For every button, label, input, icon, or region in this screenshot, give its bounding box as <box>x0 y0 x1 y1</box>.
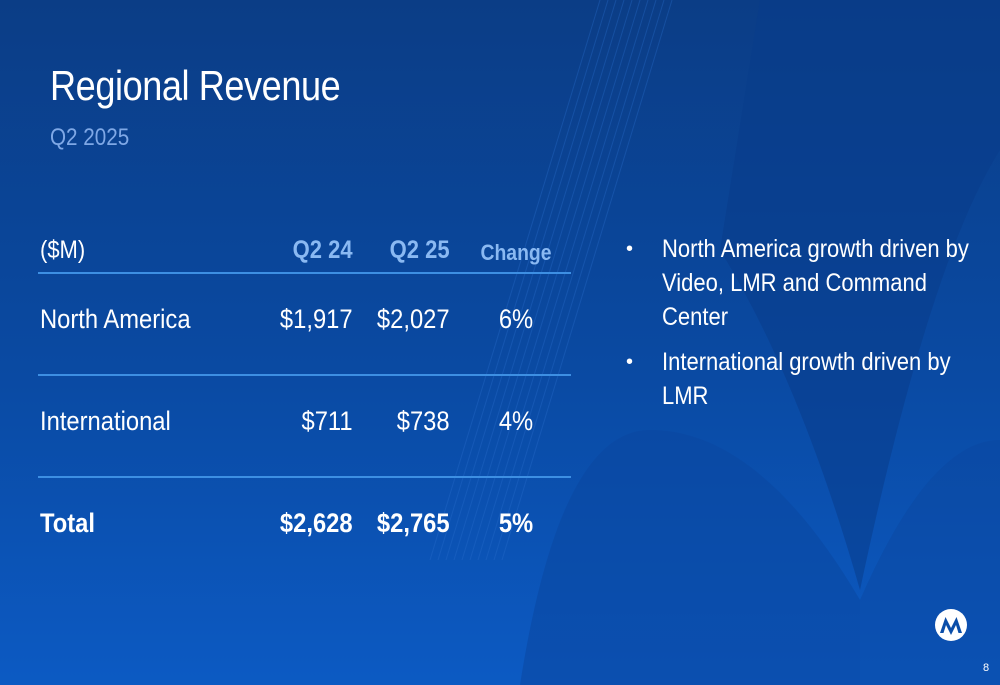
commentary-bullets: • North America growth driven by Video, … <box>624 232 984 424</box>
motorola-batwing-logo-icon <box>935 609 967 641</box>
bullet-marker: • <box>626 238 634 260</box>
header-units: ($M) <box>40 236 86 264</box>
table-row: North America $1,917 $2,027 6% <box>38 274 571 376</box>
table-row: International $711 $738 4% <box>38 376 571 478</box>
row-q2-24-value: $1,917 <box>279 304 353 334</box>
bullet-text: North America growth driven by Video, LM… <box>662 235 969 331</box>
header-change: Change <box>480 240 552 265</box>
slide-title: Regional Revenue <box>50 62 341 109</box>
table-total-row: Total $2,628 $2,765 5% <box>38 478 571 578</box>
row-change-value: 6% <box>498 304 534 334</box>
row-q2-25-value: $2,765 <box>376 508 450 538</box>
bullet-marker: • <box>626 351 634 373</box>
slide-subtitle: Q2 2025 <box>50 124 130 151</box>
header-q2-24: Q2 24 <box>292 236 353 264</box>
row-q2-24-value: $711 <box>301 406 353 436</box>
bullet-item: • North America growth driven by Video, … <box>624 232 984 334</box>
page-number: 8 <box>983 662 990 674</box>
row-label: North America <box>40 304 191 334</box>
row-q2-25-value: $2,027 <box>376 304 450 334</box>
header-q2-25: Q2 25 <box>389 236 450 264</box>
row-change-value: 5% <box>498 508 534 538</box>
table-header-row: ($M) Q2 24 Q2 25 Change <box>38 226 571 274</box>
bullet-text: International growth driven by LMR <box>662 348 951 410</box>
bullet-item: • International growth driven by LMR <box>624 345 984 413</box>
row-change-value: 4% <box>498 406 534 436</box>
revenue-table: ($M) Q2 24 Q2 25 Change North America $1… <box>38 226 571 578</box>
row-q2-25-value: $738 <box>396 406 450 436</box>
row-label: Total <box>40 508 95 538</box>
row-label: International <box>40 406 171 436</box>
row-q2-24-value: $2,628 <box>279 508 353 538</box>
